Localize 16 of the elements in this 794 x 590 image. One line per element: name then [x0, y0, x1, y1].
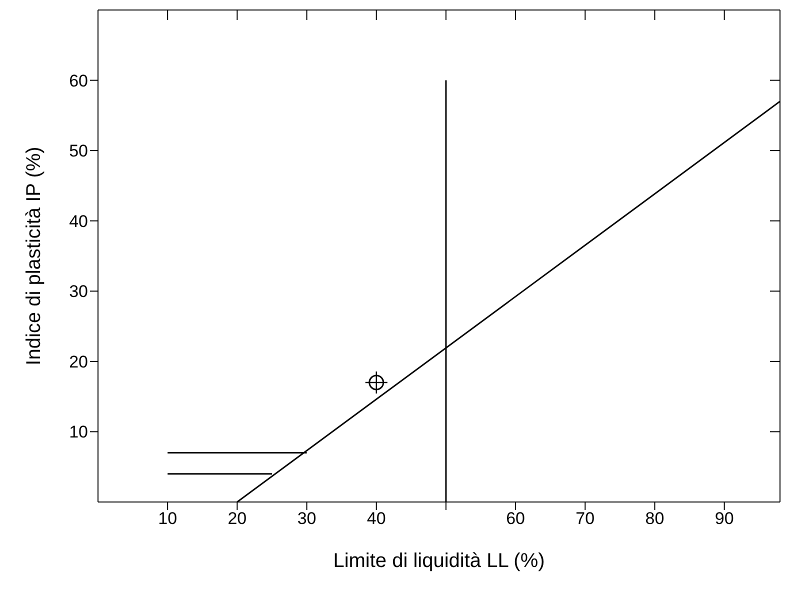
x-tick-label: 10: [158, 509, 178, 528]
x-tick-label: 20: [228, 509, 247, 528]
x-tick-label: 40: [366, 509, 386, 528]
y-tick-label: 20: [69, 352, 88, 372]
x-tick-label: 90: [714, 509, 734, 528]
y-tick-label: 60: [69, 71, 88, 90]
x-tick-label: 30: [297, 509, 316, 528]
x-tick-label: 80: [645, 509, 664, 528]
x-axis-title: Limite di liquidità LL (%): [333, 550, 545, 572]
x-tick-label: 70: [576, 509, 595, 528]
x-tick-label: 60: [506, 509, 526, 528]
y-axis-title: Indice di plasticità IP (%): [23, 146, 46, 366]
y-tick-label: 50: [69, 142, 88, 161]
y-tick-label: 30: [69, 282, 88, 302]
y-tick-label: 10: [69, 422, 88, 442]
y-tick-label: 40: [69, 212, 88, 231]
